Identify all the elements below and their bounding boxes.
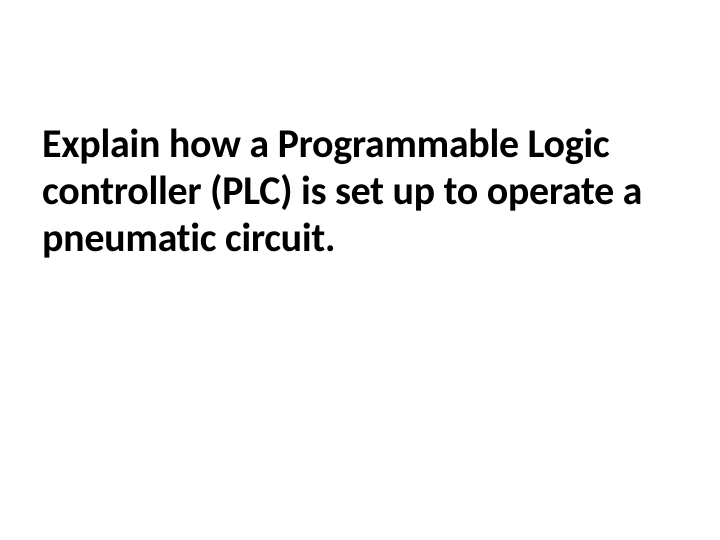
slide-heading: Explain how a Programmable Logic control… — [42, 120, 668, 262]
slide: Explain how a Programmable Logic control… — [0, 0, 720, 540]
